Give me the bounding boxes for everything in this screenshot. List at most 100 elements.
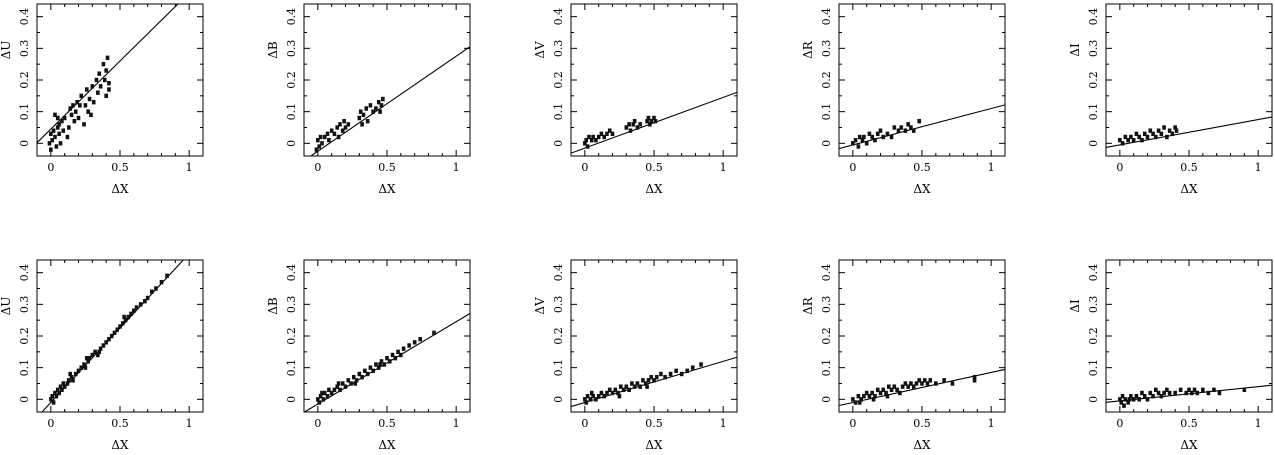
data-point	[104, 93, 108, 99]
data-point	[588, 397, 593, 402]
data-point	[371, 109, 375, 114]
y-axis-label: ΔR	[801, 296, 815, 315]
data-point	[65, 134, 70, 140]
y-tick-label: 0.1	[820, 359, 833, 377]
data-point	[870, 134, 874, 140]
x-tick-label: 1	[1255, 161, 1262, 174]
data-point	[118, 324, 122, 329]
data-point	[55, 387, 60, 393]
data-point	[353, 381, 357, 386]
y-axis-label: ΔB	[266, 297, 280, 315]
y-tick-label: 0.3	[1087, 296, 1100, 314]
data-point	[1126, 137, 1130, 143]
data-point	[332, 387, 337, 393]
data-point	[1206, 390, 1211, 396]
data-point	[112, 330, 117, 336]
data-point	[126, 314, 131, 320]
data-point	[1122, 403, 1126, 408]
y-tick-label: 0.1	[1087, 359, 1100, 377]
data-point	[98, 346, 103, 351]
y-axis-label: ΔR	[801, 40, 815, 59]
fit-line	[839, 368, 1005, 407]
data-point	[685, 368, 689, 374]
data-point	[58, 141, 63, 146]
data-point	[972, 378, 977, 383]
data-point	[856, 144, 861, 149]
data-point	[917, 378, 922, 383]
plot-frame	[570, 3, 738, 157]
data-point	[138, 302, 143, 307]
y-tick-label: 0	[18, 140, 31, 147]
y-tick-label: 0.2	[285, 71, 298, 89]
data-point	[638, 122, 642, 127]
y-tick-label: 0	[285, 140, 298, 147]
data-point	[1187, 387, 1191, 393]
data-point	[1145, 397, 1150, 402]
data-point	[911, 128, 916, 133]
y-tick-label: 0.3	[1087, 40, 1100, 58]
data-point	[602, 134, 606, 140]
data-point	[89, 112, 93, 118]
data-point	[648, 122, 652, 127]
data-point	[920, 381, 924, 386]
data-point	[906, 384, 910, 389]
data-point	[385, 355, 389, 361]
data-point	[57, 131, 61, 137]
data-point	[98, 84, 103, 89]
data-point	[60, 118, 64, 124]
data-point	[860, 137, 865, 143]
data-point	[412, 340, 417, 345]
x-tick-label: 0	[314, 417, 321, 430]
data-point	[934, 381, 938, 386]
data-point	[857, 134, 862, 140]
y-axis-label: ΔV	[533, 297, 547, 315]
data-point	[325, 131, 330, 137]
y-tick-label: 0.4	[1087, 264, 1100, 282]
data-point	[1145, 134, 1150, 140]
data-point	[109, 333, 114, 339]
data-point	[653, 118, 658, 124]
data-point	[896, 128, 901, 133]
data-point	[335, 125, 339, 130]
data-point	[895, 387, 899, 393]
data-point	[61, 128, 66, 133]
data-point	[1120, 141, 1125, 146]
y-tick-label: 0	[552, 140, 565, 147]
y-tick-label: 0.1	[552, 103, 565, 121]
x-tick-label: 0.5	[378, 417, 396, 430]
data-point	[327, 137, 331, 143]
data-point	[668, 371, 673, 377]
data-point	[589, 137, 594, 143]
data-point	[635, 125, 640, 130]
data-point	[332, 131, 337, 137]
data-point	[911, 384, 916, 389]
data-point	[594, 137, 598, 143]
panel-8: 0 0.1 0.2 0.3 0.4 0 0.5 1 ΔX ΔV	[533, 259, 738, 452]
y-tick-label: 0.2	[285, 327, 298, 345]
x-axis-label: ΔX	[378, 438, 396, 452]
data-point	[159, 279, 164, 285]
data-point	[83, 103, 88, 108]
y-tick-label: 0.4	[18, 8, 31, 26]
y-tick-label: 0.2	[18, 327, 31, 345]
data-point	[352, 374, 356, 380]
data-point	[371, 368, 375, 374]
data-point	[1184, 390, 1189, 396]
data-point	[379, 359, 384, 364]
x-tick-label: 1	[186, 161, 193, 174]
data-point	[335, 384, 339, 389]
data-point	[78, 103, 82, 108]
data-point	[1189, 390, 1194, 396]
data-point	[591, 134, 595, 140]
data-point	[1170, 131, 1175, 137]
data-point	[1123, 397, 1128, 402]
data-point	[635, 381, 640, 386]
x-tick-label: 0	[849, 161, 856, 174]
x-tick-label: 0	[581, 161, 588, 174]
data-point	[587, 134, 591, 140]
y-tick-label: 0.2	[552, 327, 565, 345]
data-point	[115, 327, 120, 332]
data-point	[617, 393, 622, 399]
data-point	[53, 390, 57, 396]
data-point	[1165, 387, 1169, 393]
